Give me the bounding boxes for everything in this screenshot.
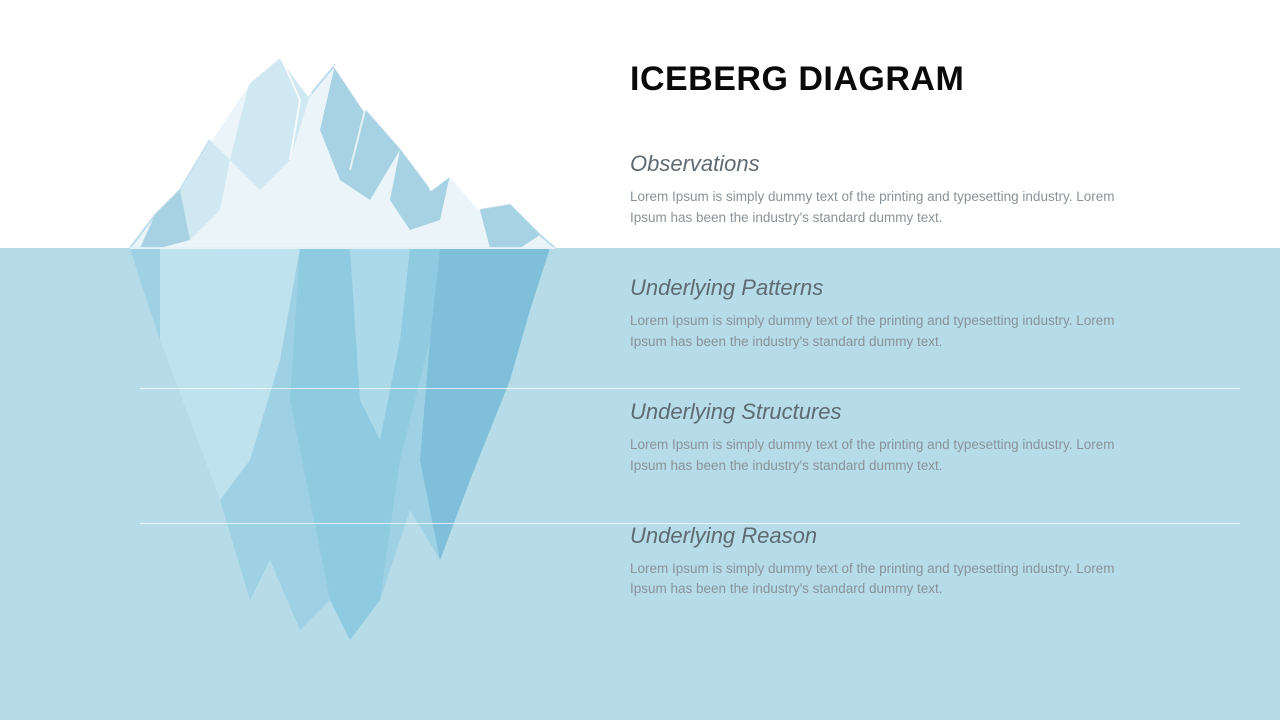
content-panel: ICEBERG DIAGRAM Observations Lorem Ipsum… (630, 60, 1190, 610)
section-heading: Underlying Patterns (630, 275, 1190, 301)
section-observations: Observations Lorem Ipsum is simply dummy… (630, 137, 1190, 239)
section-body: Lorem Ipsum is simply dummy text of the … (630, 435, 1150, 477)
section-underlying-reason: Underlying Reason Lorem Ipsum is simply … (630, 509, 1190, 611)
section-body: Lorem Ipsum is simply dummy text of the … (630, 311, 1150, 353)
section-body: Lorem Ipsum is simply dummy text of the … (630, 187, 1150, 229)
section-underlying-structures: Underlying Structures Lorem Ipsum is sim… (630, 385, 1190, 487)
page-title: ICEBERG DIAGRAM (630, 60, 1190, 99)
section-heading: Underlying Structures (630, 399, 1190, 425)
section-heading: Underlying Reason (630, 523, 1190, 549)
section-heading: Observations (630, 151, 1190, 177)
section-body: Lorem Ipsum is simply dummy text of the … (630, 559, 1150, 601)
section-underlying-patterns: Underlying Patterns Lorem Ipsum is simpl… (630, 261, 1190, 363)
